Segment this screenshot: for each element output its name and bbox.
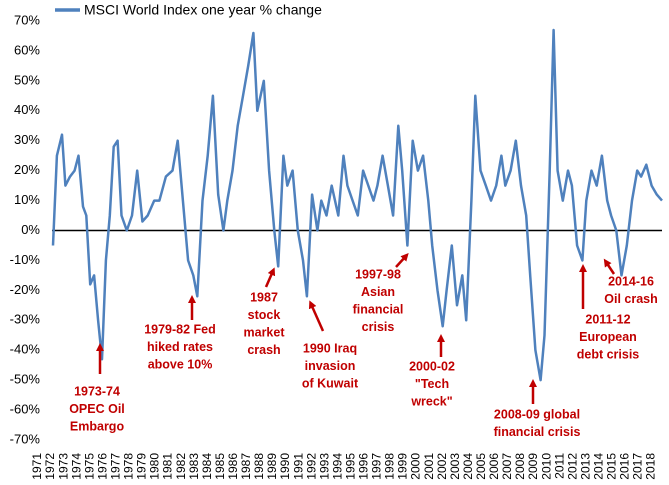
annotation: financial	[353, 302, 404, 316]
y-tick-label: -20%	[10, 282, 41, 297]
x-tick-label: 2006	[487, 453, 501, 480]
annotation: European	[579, 330, 637, 344]
x-tick-label: 2015	[605, 453, 619, 480]
annotation: debt crisis	[577, 347, 640, 361]
x-tick-label: 1973	[56, 453, 70, 480]
x-tick-label: 2001	[422, 453, 436, 480]
annotation-arrow	[308, 300, 325, 332]
legend-label: MSCI World Index one year % change	[84, 2, 322, 18]
y-tick-label: -50%	[10, 372, 41, 387]
annotation: 1979-82 Fed	[144, 322, 216, 336]
x-tick-label: 2013	[578, 453, 592, 480]
annotation: 1987	[250, 290, 278, 304]
y-tick-label: 50%	[14, 72, 40, 87]
annotation: 1973-74	[74, 384, 120, 398]
x-tick-label: 2005	[474, 453, 488, 480]
x-tick-label: 1979	[135, 453, 149, 480]
annotation: "Tech	[415, 377, 449, 391]
annotation: hiked rates	[147, 340, 213, 354]
x-tick-label: 1993	[317, 453, 331, 480]
x-tick-label: 2011	[552, 453, 566, 479]
x-tick-label: 1980	[148, 453, 162, 480]
x-tick-label: 1991	[291, 453, 305, 480]
x-tick-label: 1972	[43, 453, 57, 480]
x-tick-label: 2003	[448, 453, 462, 480]
annotation: 1997-98	[355, 267, 401, 281]
annotation-arrow	[395, 253, 409, 268]
y-tick-label: 20%	[14, 162, 40, 177]
annotation: OPEC Oil	[69, 402, 125, 416]
y-tick-label: 30%	[14, 132, 40, 147]
x-tick-label: 1990	[278, 453, 292, 480]
x-tick-label: 1974	[69, 453, 83, 480]
x-tick-label: 1971	[30, 453, 44, 480]
annotation: crisis	[362, 320, 395, 334]
annotation: financial crisis	[494, 425, 581, 439]
x-tick-label: 1981	[161, 453, 175, 480]
annotation: of Kuwait	[302, 376, 359, 390]
annotation: 2014-16	[608, 274, 654, 288]
annotation-arrow	[603, 258, 616, 275]
x-tick-label: 2018	[644, 453, 658, 480]
annotation: crash	[247, 343, 280, 357]
x-tick-label: 2007	[500, 453, 514, 480]
x-tick-label: 1978	[122, 453, 136, 480]
annotation: Embargo	[70, 419, 125, 433]
annotation: 1990 Iraq	[303, 341, 357, 355]
annotation: Asian	[361, 285, 395, 299]
x-tick-label: 1982	[174, 453, 188, 480]
x-tick-label: 1983	[187, 453, 201, 480]
y-tick-label: -40%	[10, 342, 41, 357]
x-tick-label: 1984	[200, 453, 214, 480]
x-tick-label: 2014	[592, 453, 606, 480]
x-tick-label: 1997	[370, 453, 384, 480]
annotation: market	[244, 325, 286, 339]
y-tick-label: 60%	[14, 42, 40, 57]
annotation: invasion	[305, 359, 356, 373]
y-tick-label: -60%	[10, 402, 41, 417]
x-tick-label: 1977	[108, 453, 122, 480]
x-tick-label: 2004	[461, 453, 475, 480]
x-tick-label: 2016	[618, 453, 632, 480]
annotation: 2008-09 global	[494, 407, 580, 421]
y-tick-label: 40%	[14, 102, 40, 117]
y-tick-label: 70%	[14, 12, 40, 27]
x-tick-label: 1986	[226, 453, 240, 480]
x-tick-label: 2017	[631, 453, 645, 480]
x-tick-label: 1998	[383, 453, 397, 480]
y-tick-label: 10%	[14, 192, 40, 207]
annotation-arrow	[264, 267, 276, 288]
x-tick-label: 1994	[330, 453, 344, 480]
x-tick-label: 2002	[435, 453, 449, 480]
annotation: 2011-12	[585, 312, 630, 326]
x-tick-label: 2000	[409, 453, 423, 480]
x-tick-label: 1988	[252, 453, 266, 480]
x-tick-label: 1987	[239, 453, 253, 480]
x-tick-label: 2008	[513, 453, 527, 480]
x-tick-label: 1996	[357, 453, 371, 480]
y-tick-label: 0%	[21, 222, 40, 237]
x-tick-label: 1985	[213, 453, 227, 480]
x-tick-label: 1989	[265, 453, 279, 480]
x-tick-label: 1995	[343, 453, 357, 480]
x-tick-label: 2009	[526, 453, 540, 480]
annotation: wreck"	[410, 394, 452, 408]
x-tick-label: 1976	[95, 453, 109, 480]
x-tick-label: 1975	[82, 453, 96, 480]
annotation: stock	[248, 308, 281, 322]
annotation: Oil crash	[604, 292, 658, 306]
y-tick-label: -30%	[10, 312, 41, 327]
x-tick-label: 1992	[304, 453, 318, 480]
x-tick-label: 2012	[565, 453, 579, 480]
y-tick-label: -10%	[10, 252, 41, 267]
annotation: 2000-02	[409, 359, 455, 373]
x-tick-label: 2010	[539, 453, 553, 480]
data-line	[51, 28, 663, 382]
x-tick-label: 1999	[396, 453, 410, 480]
annotation: above 10%	[148, 357, 213, 371]
y-tick-label: -70%	[10, 431, 41, 446]
